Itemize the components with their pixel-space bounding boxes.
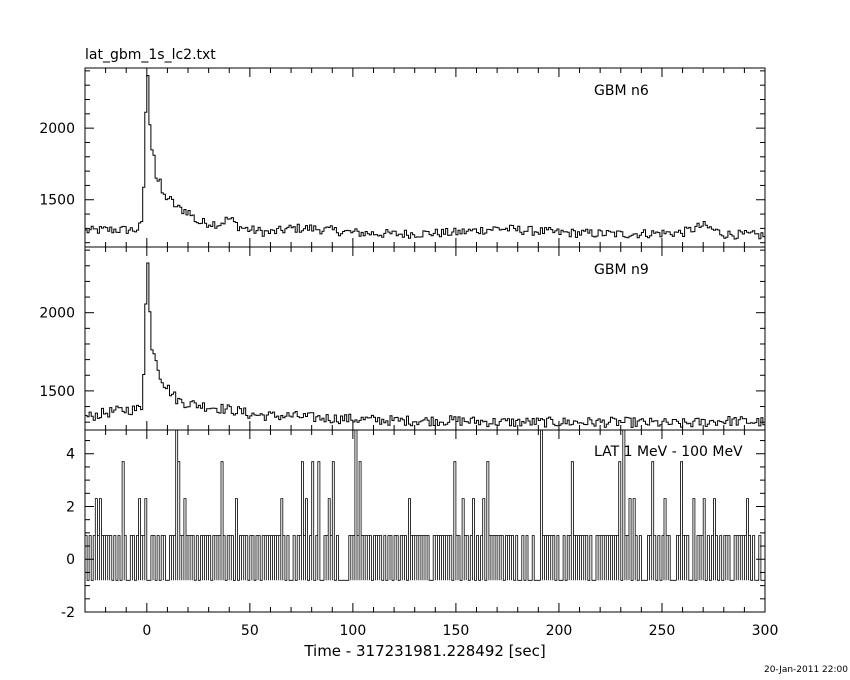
panel-frame (84, 246, 766, 431)
x-tick-label: 300 (752, 623, 779, 639)
x-tick-label: 0 (142, 623, 151, 639)
y-tick-label: 0 (66, 552, 75, 568)
panel-label: GBM n6 (594, 83, 649, 99)
y-tick-label: 2 (66, 499, 75, 515)
panel-frame (84, 429, 766, 613)
panel-gbm-n6: 1500 2000 GBM n6 (39, 67, 766, 248)
render-timestamp: 20-Jan-2011 22:00 (764, 665, 848, 675)
series-line (85, 262, 765, 428)
y-tick-label: 1500 (39, 193, 75, 209)
x-tick-label: 150 (443, 623, 470, 639)
y-tick-label: 2000 (39, 306, 75, 322)
x-tick-label: 100 (340, 623, 367, 639)
y-tick-label: 2000 (39, 121, 75, 137)
figure-title: lat_gbm_1s_lc2.txt (85, 47, 216, 63)
x-tick-label: 250 (649, 623, 676, 639)
panel-lat: -2 0 2 4 LAT 1 MeV - 100 MeV 0 50 100 150 200 250 3… (61, 429, 779, 660)
panel-label: LAT 1 MeV - 100 MeV (594, 444, 743, 460)
y-tick-label: 1500 (39, 384, 75, 400)
y-tick-label: 4 (66, 447, 75, 463)
series-line (84, 429, 765, 581)
x-tick-label: 200 (546, 623, 573, 639)
series-line (85, 75, 765, 240)
panel-gbm-n9: 1500 2000 GBM n9 (39, 246, 766, 431)
panel-frame (84, 67, 766, 248)
x-axis-label: Time - 317231981.228492 [sec] (303, 642, 545, 660)
y-tick-label: -2 (61, 605, 75, 621)
x-tick-label: 50 (241, 623, 259, 639)
panel-label: GBM n9 (594, 262, 649, 278)
